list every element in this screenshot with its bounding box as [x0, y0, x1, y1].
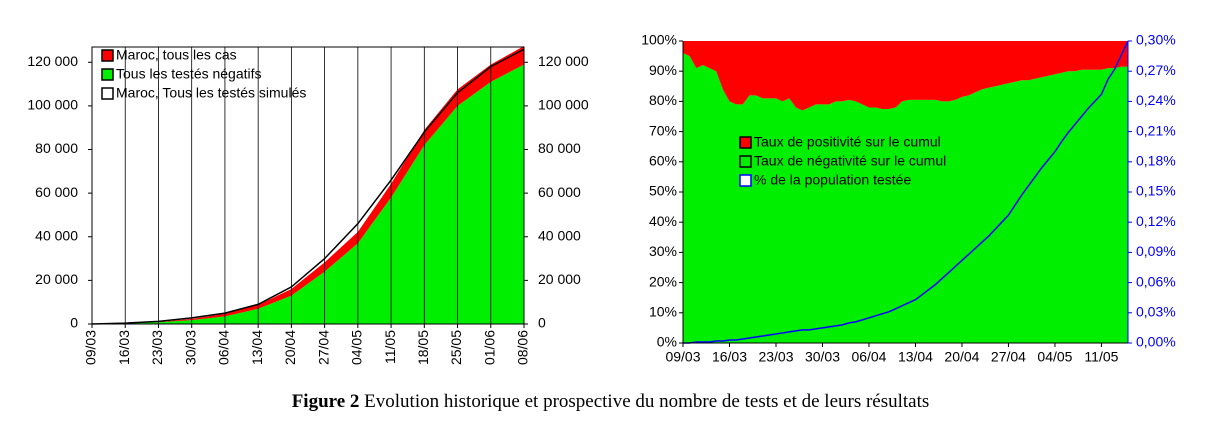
legend-label: Taux de négativité sur le cumul [754, 153, 946, 169]
y2-tick-label: 0,09% [1136, 243, 1176, 259]
y2-tick-label: 0,18% [1136, 153, 1176, 169]
y-tick-label: 60% [649, 153, 677, 169]
x-tick-label: 04/05 [1037, 349, 1072, 365]
x-tick-label: 23/03 [758, 349, 793, 365]
area [683, 53, 1128, 343]
x-tick-label: 09/03 [83, 330, 99, 365]
area [92, 64, 524, 324]
y-tick-label: 20 000 [35, 271, 78, 287]
y2-tick-label: 100 000 [538, 97, 589, 113]
y-tick-label: 60 000 [35, 184, 78, 200]
legend-swatch [739, 155, 752, 168]
legend-swatch [101, 68, 114, 81]
x-tick-label: 30/03 [182, 330, 198, 365]
line [683, 40, 1129, 344]
y2-tick-label: 60 000 [538, 184, 581, 200]
y-tick-label: 80% [649, 92, 677, 108]
caption-text: Evolution historique et prospective du n… [364, 391, 930, 412]
caption: Figure 2 Evolution historique et prospec… [0, 391, 1221, 413]
y2-tick-label: 0,15% [1136, 183, 1176, 199]
y2-tick-label: 0,27% [1136, 62, 1176, 78]
x-tick-label: 20/04 [282, 330, 298, 365]
y-tick-label: 80 000 [35, 140, 78, 156]
legend-swatch [739, 174, 752, 187]
y-tick-label: 0% [657, 334, 677, 350]
y2-tick-label: 0,06% [1136, 273, 1176, 289]
plot-frame [91, 46, 525, 325]
x-tick-label: 11/05 [382, 330, 398, 364]
y2-tick-label: 40 000 [538, 227, 581, 243]
caption-label: Figure 2 [291, 391, 360, 412]
x-tick-label: 08/06 [515, 330, 531, 365]
y-tick-label: 30% [649, 243, 677, 259]
y-tick-label: 40% [649, 213, 677, 229]
y2-tick-label: 0,12% [1136, 213, 1176, 229]
y2-tick-label: 0,21% [1136, 122, 1176, 138]
x-tick-label: 27/04 [991, 349, 1026, 365]
legend-label: Maroc, tous les cas [116, 47, 237, 63]
line [91, 48, 525, 325]
x-tick-label: 09/03 [665, 349, 700, 365]
x-tick-label: 18/05 [415, 330, 431, 365]
y-tick-label: 70% [649, 122, 677, 138]
y2-tick-label: 80 000 [538, 140, 581, 156]
x-tick-label: 25/05 [448, 330, 464, 365]
x-tick-label: 16/03 [712, 349, 747, 365]
y-tick-label: 100% [641, 32, 677, 48]
legend-label: Taux de positivité sur le cumul [754, 134, 941, 150]
x-tick-label: 06/04 [851, 349, 886, 365]
y-tick-label: 50% [649, 183, 677, 199]
charts: 09/03 16/03 23/03 30/03 06/04 13/04 20/04 27/04… [27, 32, 1176, 365]
x-tick-label: 06/04 [216, 330, 232, 365]
y2-tick-label: 0 [538, 315, 546, 331]
y2-tick-label: 0,03% [1136, 304, 1176, 320]
y-tick-label: 120 000 [27, 53, 78, 69]
y-tick-label: 20% [649, 273, 677, 289]
y2-tick-label: 0,30% [1136, 32, 1176, 48]
y2-tick-label: 0,00% [1136, 334, 1176, 350]
area [683, 41, 1128, 111]
x-tick-label: 01/06 [481, 330, 497, 365]
x-tick-label: 13/04 [898, 349, 933, 365]
y-tick-label: 100 000 [27, 97, 78, 113]
y-tick-label: 90% [649, 62, 677, 78]
y2-tick-label: 20 000 [538, 271, 581, 287]
y2-tick-label: 0,24% [1136, 92, 1176, 108]
x-tick-label: 16/03 [116, 330, 132, 365]
legend-swatch [101, 49, 114, 62]
legend-label: Maroc, Tous les testés simulés [116, 85, 306, 101]
x-tick-label: 20/04 [944, 349, 979, 365]
y-tick-label: 10% [649, 304, 677, 320]
x-tick-label: 04/05 [349, 330, 365, 365]
x-tick-label: 11/05 [1084, 349, 1118, 365]
y2-tick-label: 120 000 [538, 53, 589, 69]
x-tick-label: 13/04 [249, 330, 265, 365]
legend-swatch [739, 136, 752, 149]
legend-label: % de la population testée [754, 172, 911, 188]
x-tick-label: 23/03 [149, 330, 165, 365]
y-tick-label: 40 000 [35, 227, 78, 243]
y-tick-label: 0 [70, 315, 78, 331]
x-tick-label: 27/04 [315, 330, 331, 365]
x-tick-label: 30/03 [805, 349, 840, 365]
legend-label: Tous les testés négatifs [116, 66, 262, 82]
legend-swatch [101, 87, 114, 100]
